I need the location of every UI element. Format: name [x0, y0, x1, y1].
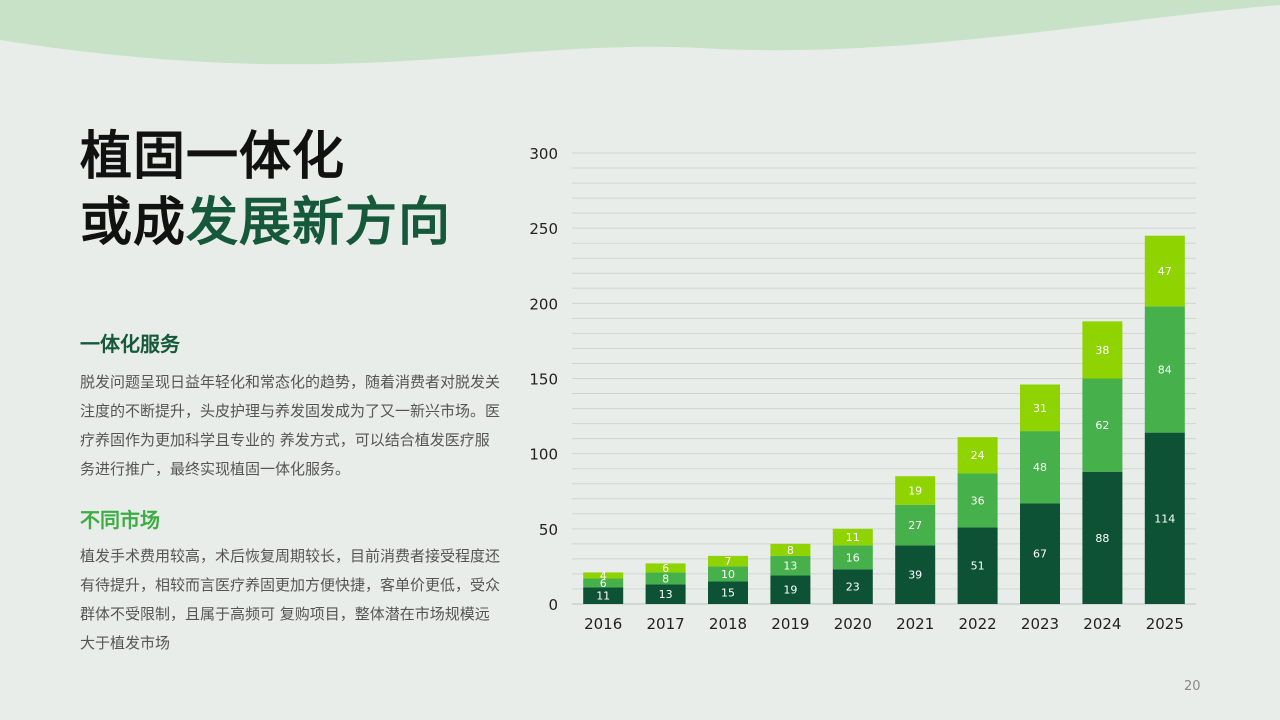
y-tick-label: 300 — [529, 145, 558, 163]
bar-segment — [1144, 432, 1185, 604]
bar-segment — [645, 584, 686, 604]
x-tick-label: 2023 — [1021, 615, 1059, 633]
x-tick-label: 2025 — [1146, 615, 1184, 633]
y-tick-label: 250 — [529, 220, 558, 238]
data-label: 15 — [721, 587, 735, 600]
section-heading-integrated-service: 一体化服务 — [80, 332, 180, 356]
data-label: 13 — [783, 560, 797, 573]
y-tick-label: 150 — [529, 371, 558, 389]
y-tick-label: 0 — [548, 596, 558, 614]
bar-segment — [1082, 471, 1123, 604]
bar-segment — [895, 476, 936, 505]
x-tick-label: 2018 — [709, 615, 747, 633]
data-label: 48 — [1033, 461, 1047, 474]
data-label: 67 — [1033, 548, 1047, 561]
data-label: 23 — [846, 581, 860, 594]
x-tick-label: 2024 — [1083, 615, 1121, 633]
bar-segment — [1082, 321, 1123, 379]
title-line-1: 植固一体化 — [80, 127, 346, 187]
data-label: 38 — [1095, 344, 1109, 357]
data-label: 114 — [1154, 512, 1175, 525]
bar-segment — [583, 572, 624, 579]
bar-segment — [708, 566, 748, 582]
bar-segment — [895, 545, 936, 604]
data-label: 39 — [908, 569, 922, 582]
data-label: 47 — [1158, 265, 1172, 278]
bar-segment — [583, 587, 624, 604]
data-label: 88 — [1095, 532, 1109, 545]
bar-segment — [708, 581, 748, 604]
bar-segment — [1020, 503, 1060, 604]
data-label: 19 — [908, 484, 922, 497]
data-label: 8 — [662, 572, 669, 585]
page-title: 植固一体化 或成发展新方向 — [80, 124, 451, 256]
data-label: 11 — [846, 531, 860, 544]
section-heading-different-market: 不同市场 — [80, 508, 160, 532]
page-number: 20 — [1184, 679, 1201, 694]
bar-segment — [957, 527, 998, 604]
stacked-bar-chart: 0501001502002503001164201613862017151072… — [529, 145, 1196, 633]
data-label: 8 — [787, 544, 794, 557]
bar-segment — [770, 575, 811, 604]
y-tick-label: 200 — [529, 295, 558, 313]
data-label: 4 — [600, 569, 607, 582]
bar-segment — [832, 545, 873, 570]
section-body-different-market: 植发手术费用较高，术后恢复周期较长，目前消费者接受程度还有待提升，相较而言医疗养… — [80, 547, 501, 652]
bar-segment — [1020, 431, 1060, 504]
bar-segment — [832, 569, 873, 604]
data-label: 84 — [1158, 363, 1172, 376]
background-wave — [0, 0, 1280, 65]
data-label: 62 — [1095, 419, 1109, 432]
bar-segment — [1144, 235, 1185, 307]
data-label: 36 — [971, 494, 985, 507]
data-label: 51 — [971, 560, 985, 573]
x-tick-label: 2020 — [834, 615, 872, 633]
bar-segment — [957, 473, 998, 528]
x-tick-label: 2021 — [896, 615, 934, 633]
bar-segment — [645, 563, 686, 573]
bar-segment — [1144, 306, 1185, 433]
data-label: 19 — [783, 584, 797, 597]
title-line-2: 或成发展新方向 — [80, 190, 451, 256]
x-tick-label: 2017 — [647, 615, 685, 633]
bar-segment — [1020, 384, 1060, 432]
data-label: 31 — [1033, 402, 1047, 415]
data-label: 16 — [846, 551, 860, 564]
y-tick-label: 100 — [529, 446, 558, 464]
x-tick-label: 2022 — [959, 615, 997, 633]
y-tick-label: 50 — [539, 521, 558, 539]
title-line-2-plain: 或成 — [80, 193, 187, 253]
bar-segment — [770, 555, 811, 576]
bar-segment — [957, 437, 998, 474]
bar-segment — [583, 578, 624, 588]
data-label: 6 — [600, 577, 607, 590]
data-label: 11 — [596, 590, 610, 603]
x-tick-label: 2016 — [584, 615, 622, 633]
data-label: 10 — [721, 568, 735, 581]
bar-segment — [645, 572, 686, 585]
data-label: 24 — [971, 449, 985, 462]
title-line-2-accent: 发展新方向 — [186, 193, 452, 253]
bar-segment — [708, 555, 748, 567]
data-label: 13 — [659, 588, 673, 601]
x-tick-label: 2019 — [771, 615, 809, 633]
bar-segment — [1082, 378, 1123, 472]
bar-segment — [832, 528, 873, 546]
bar-segment — [895, 504, 936, 546]
data-label: 7 — [725, 555, 732, 568]
data-label: 6 — [662, 562, 669, 575]
bar-segment — [770, 543, 811, 556]
section-body-integrated-service: 脱发问题呈现日益年轻化和常态化的趋势，随着消费者对脱发关注度的不断提升，头皮护理… — [80, 373, 501, 478]
data-label: 27 — [908, 519, 922, 532]
